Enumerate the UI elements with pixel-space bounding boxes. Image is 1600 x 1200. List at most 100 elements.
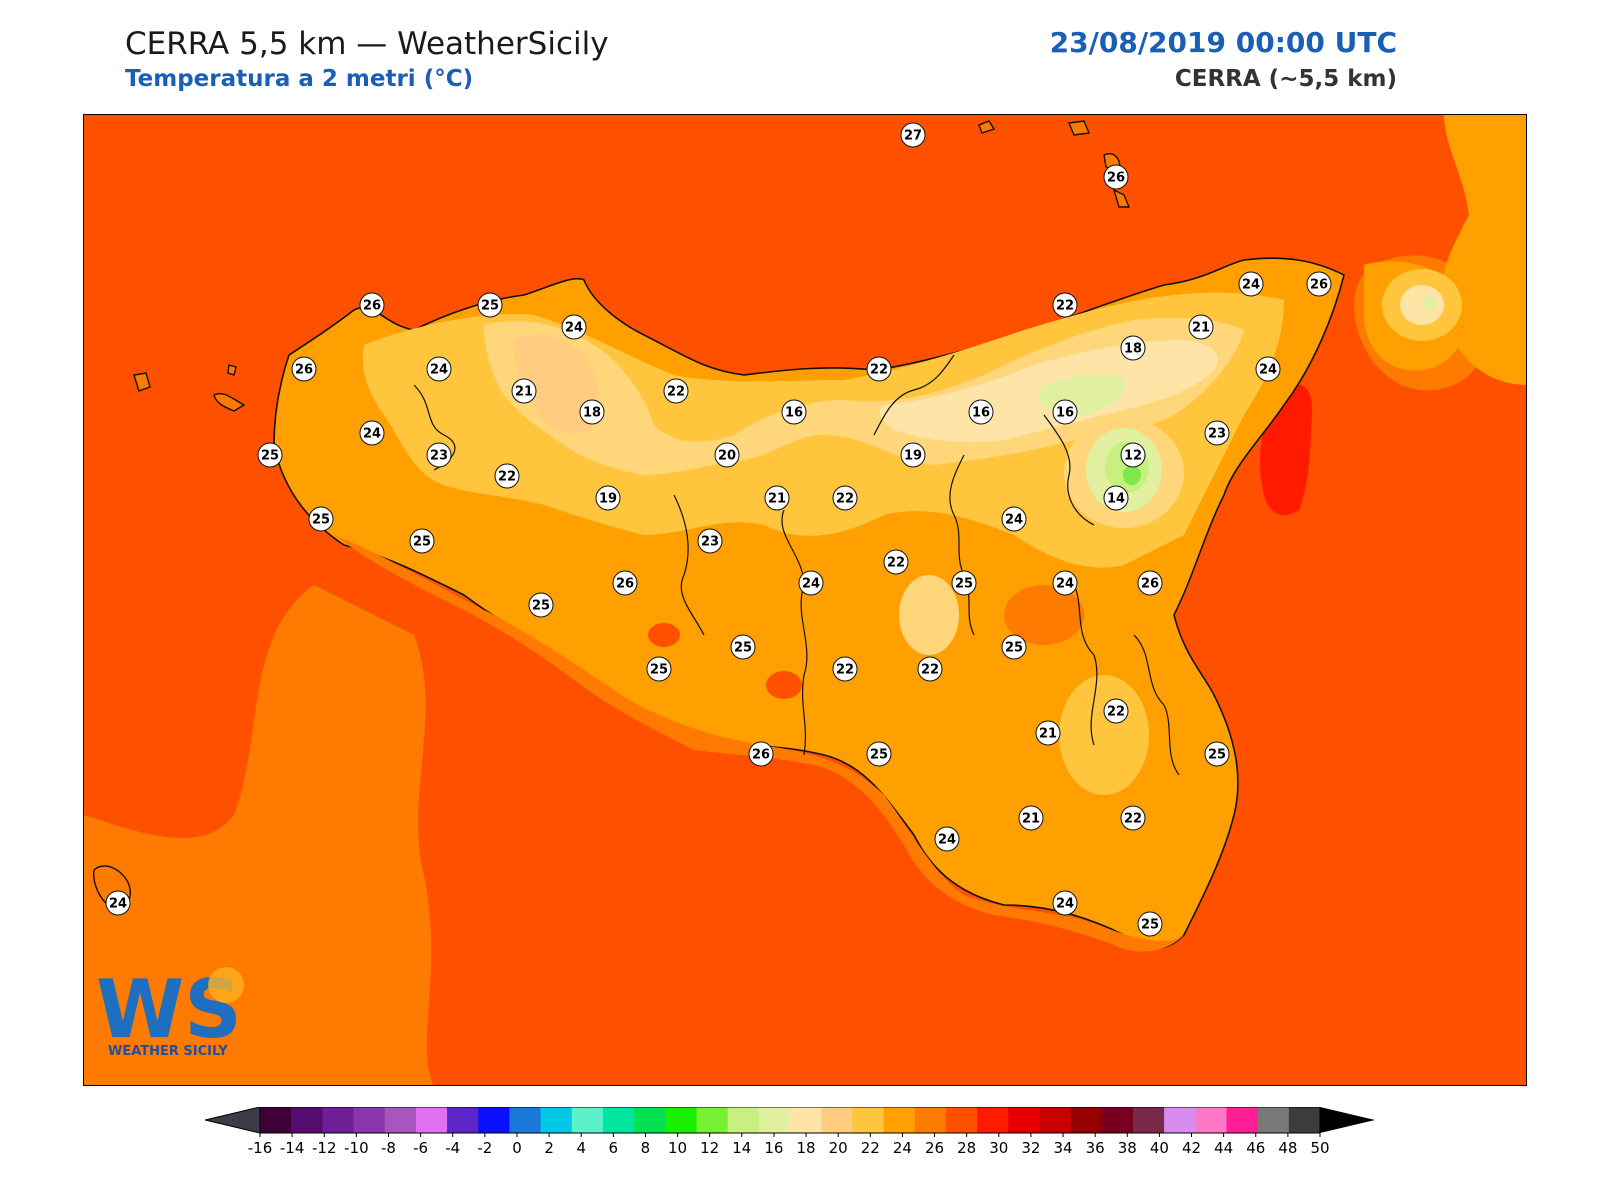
station-marker: 24 [1052,890,1078,916]
station-marker: 20 [714,442,740,468]
colorbar-tick-label: 32 [1021,1139,1040,1157]
forecast-datetime: 23/08/2019 00:00 UTC [1049,26,1397,59]
station-marker: 25 [730,634,756,660]
svg-text:24: 24 [802,577,820,592]
svg-text:21: 21 [768,492,786,507]
svg-text:24: 24 [1005,513,1023,528]
station-markers: 27 26 26 25 24 22 24 26 26 24 21 18 22 2… [105,122,1332,937]
central-pocket-4 [766,671,802,699]
svg-text:22: 22 [498,470,516,485]
station-marker: 24 [798,570,824,596]
station-marker: 21 [764,485,790,511]
svg-text:22: 22 [1107,705,1125,720]
colorbar-swatch [322,1107,355,1133]
colorbar-swatch [1008,1107,1040,1133]
station-marker: 16 [1052,399,1078,425]
station-marker: 21 [1188,314,1214,340]
svg-text:25: 25 [261,449,279,464]
svg-text:16: 16 [1056,406,1074,421]
colorbar-tick-label: 8 [641,1139,651,1157]
svg-text:21: 21 [1192,321,1210,336]
svg-text:24: 24 [1056,577,1074,592]
station-marker: 24 [359,420,385,446]
svg-text:21: 21 [515,385,533,400]
logo-text: WEATHER SICILY [108,1044,228,1059]
colorbar-tick-label: 20 [829,1139,848,1157]
station-marker: 25 [477,292,503,318]
svg-text:21: 21 [1022,812,1040,827]
colorbar-tick-label: 2 [544,1139,554,1157]
svg-text:24: 24 [1259,363,1277,378]
svg-text:22: 22 [870,363,888,378]
svg-text:22: 22 [667,385,685,400]
svg-text:26: 26 [752,748,770,763]
station-marker: 22 [883,549,909,575]
svg-text:16: 16 [972,406,990,421]
colorbar-swatch [1039,1107,1072,1133]
svg-text:25: 25 [650,663,668,678]
station-marker: 24 [105,890,131,916]
colorbar-tick-label: -12 [312,1139,337,1157]
interior-18 [514,335,600,434]
colorbar-swatch [1070,1107,1103,1133]
station-marker: 26 [1306,271,1332,297]
egadi-islands [133,364,246,412]
colorbar-swatch [945,1107,978,1133]
etna-12 [1123,465,1141,485]
colorbar-tick-label: 0 [512,1139,522,1157]
colorbar-tick-label: 18 [797,1139,816,1157]
interior-20 [484,318,1244,475]
colorbar-tick-label: 14 [732,1139,751,1157]
colorbar-tick-label: 30 [989,1139,1008,1157]
svg-text:25: 25 [955,577,973,592]
colorbar-swatch [1226,1107,1259,1133]
colorbar-tick-label: -16 [248,1139,273,1157]
station-marker: 16 [968,399,994,425]
svg-text:27: 27 [904,129,922,144]
svg-text:25: 25 [312,513,330,528]
station-marker: 25 [308,506,334,532]
station-marker: 24 [1001,506,1027,532]
svg-text:22: 22 [921,663,939,678]
station-marker: 19 [900,442,926,468]
svg-text:23: 23 [1208,427,1226,442]
colorbar-tick-label: 38 [1118,1139,1137,1157]
colorbar-swatch [1132,1107,1165,1133]
station-marker: 26 [1137,570,1163,596]
svg-text:24: 24 [1056,897,1074,912]
station-marker: 22 [917,656,943,682]
colorbar-tick-label: 12 [700,1139,719,1157]
map-canvas: 27 26 26 25 24 22 24 26 26 24 21 18 22 2… [84,115,1526,1085]
station-marker: 24 [1238,271,1264,297]
colorbar-swatch [353,1107,386,1133]
colorbar-tick-label: -14 [280,1139,305,1157]
svg-text:24: 24 [938,833,956,848]
svg-text:26: 26 [295,363,313,378]
svg-text:26: 26 [1141,577,1159,592]
colorbar-tick-label: 36 [1086,1139,1105,1157]
colorbar-tick-label: 16 [764,1139,783,1157]
station-marker: 25 [646,656,672,682]
svg-text:23: 23 [701,535,719,550]
station-marker: 25 [528,592,554,618]
svg-text:22: 22 [887,556,905,571]
colorbar-swatch [1195,1107,1227,1133]
station-marker: 26 [748,741,774,767]
svg-text:25: 25 [1208,748,1226,763]
station-marker: 22 [663,378,689,404]
colorbar-swatch [384,1107,417,1133]
station-marker: 21 [1035,720,1061,746]
colorbar-swatch [509,1107,542,1133]
temperature-map[interactable]: 27 26 26 25 24 22 24 26 26 24 21 18 22 2… [83,114,1527,1086]
station-marker: 23 [697,528,723,554]
colorbar-tick-label: 6 [609,1139,619,1157]
sea-plume-west [84,585,434,1085]
station-marker: 23 [1204,420,1230,446]
colorbar-swatch [821,1107,853,1133]
svg-text:18: 18 [583,406,601,421]
svg-text:26: 26 [1107,171,1125,186]
colorbar-tick-label: 42 [1182,1139,1201,1157]
central-pocket-1 [899,575,959,655]
colorbar-swatch [602,1107,635,1133]
station-marker: 18 [579,399,605,425]
